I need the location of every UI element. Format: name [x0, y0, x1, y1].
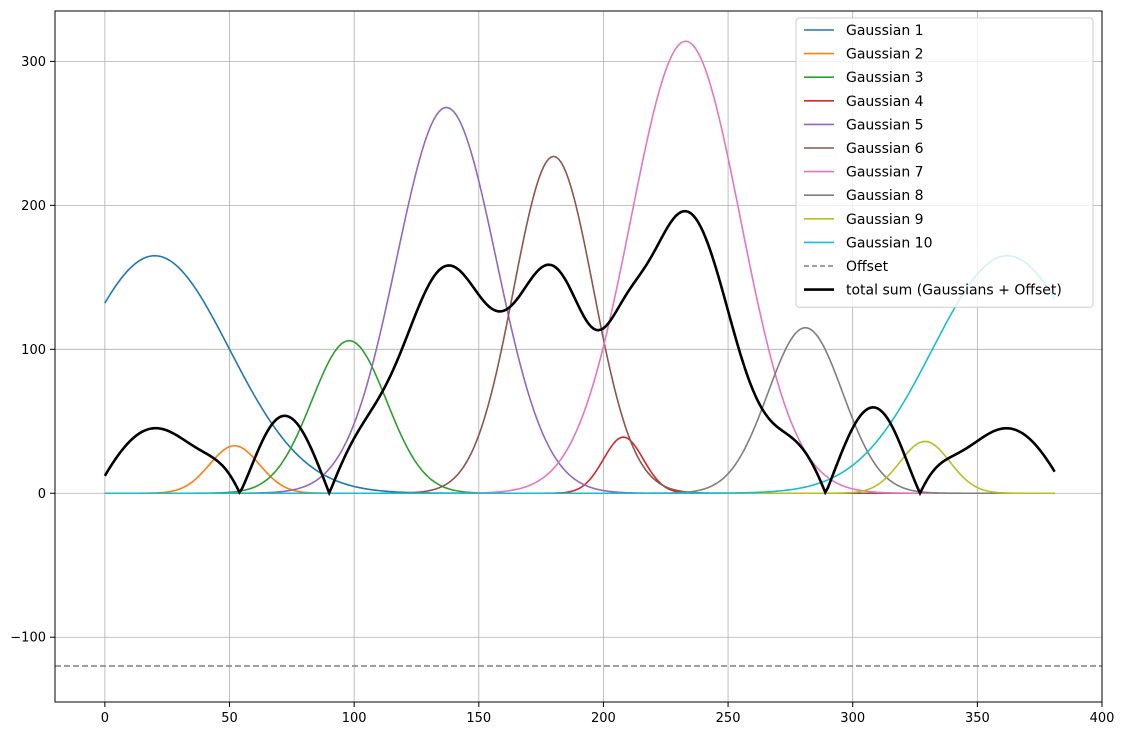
total-layer [103, 209, 1056, 497]
x-tick-label: 50 [221, 711, 238, 726]
series-line-total-sum [103, 209, 1056, 497]
legend-label: Gaussian 5 [846, 117, 924, 133]
x-axis-ticks: 0 50 100 150 200 250 300 350 400 [101, 702, 1115, 726]
legend-label: Gaussian 1 [846, 23, 924, 39]
legend-label: Gaussian 10 [846, 235, 933, 251]
x-tick-label: 100 [342, 711, 367, 726]
series-line-gaussian-10 [104, 254, 1056, 495]
plot-frame [54, 10, 1103, 703]
y-tick-label: 200 [21, 199, 46, 214]
series-line-gaussian-3 [104, 339, 1055, 495]
x-tick-label: 400 [1090, 711, 1115, 726]
legend-label: Gaussian 9 [846, 212, 924, 228]
legend-label: Gaussian 4 [846, 94, 924, 110]
series-layer [104, 40, 1056, 495]
y-axis-ticks: −100 0 100 200 300 [10, 55, 55, 646]
y-tick-label: 100 [21, 343, 46, 358]
legend: Gaussian 1 Gaussian 2 Gaussian 3 Gaussian 4… [795, 17, 1094, 308]
legend-label: Gaussian 2 [846, 47, 924, 63]
x-tick-label: 200 [591, 711, 616, 726]
series-line-gaussian-2 [104, 444, 1055, 495]
x-tick-label: 150 [466, 711, 491, 726]
y-tick-label: 0 [38, 487, 46, 502]
legend-label: Gaussian 3 [846, 70, 924, 86]
legend-label: Gaussian 6 [846, 141, 924, 157]
x-tick-label: 250 [716, 711, 741, 726]
x-tick-label: 300 [840, 711, 865, 726]
series-line-gaussian-8 [104, 326, 1055, 495]
legend-label: Gaussian 7 [846, 165, 924, 181]
legend-label: Offset [846, 259, 889, 275]
y-tick-label: 300 [21, 55, 46, 70]
y-tick-label: −100 [10, 631, 46, 646]
x-tick-label: 0 [101, 711, 109, 726]
x-tick-label: 350 [965, 711, 990, 726]
legend-box [795, 17, 1094, 308]
series-line-gaussian-4 [104, 436, 1055, 495]
legend-label: total sum (Gaussians + Offset) [846, 283, 1062, 299]
series-line-gaussian-9 [104, 440, 1055, 495]
legend-label: Gaussian 8 [846, 188, 924, 204]
